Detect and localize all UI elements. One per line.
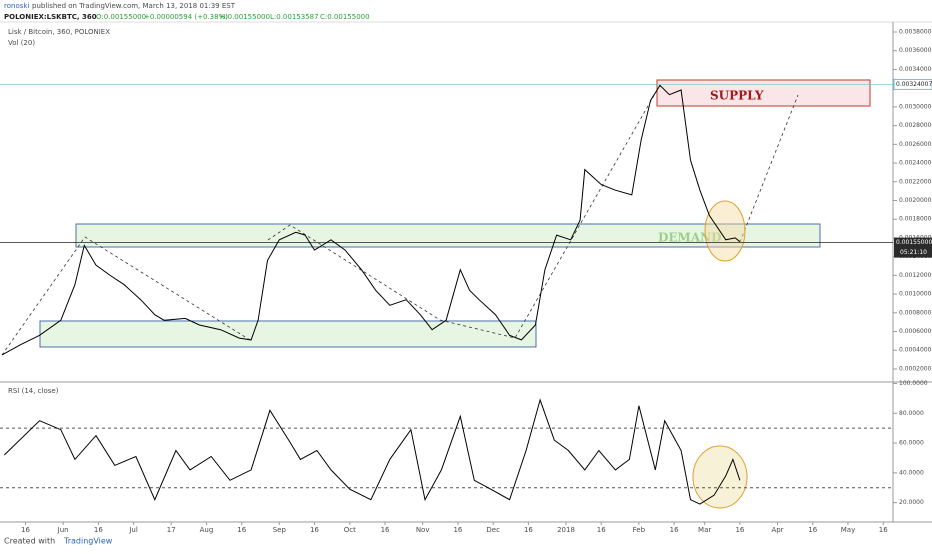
y-tick-label: 0.00200000 (899, 197, 932, 204)
y-tick-label: 100.0000 (899, 380, 928, 387)
x-tick-label: Feb (633, 526, 646, 534)
price-line (3, 398, 741, 505)
trend-line (1, 236, 251, 356)
x-tick-label: 16 (670, 526, 679, 534)
footer-brand[interactable]: TradingView (63, 537, 113, 546)
x-tick-label: Jul (128, 526, 138, 534)
y-tick-label: 60.0000 (899, 440, 924, 447)
x-tick-label: Jun (57, 526, 69, 534)
y-tick-label: 0.00280000 (899, 122, 932, 129)
y-tick-label: 0.00240000 (899, 160, 932, 167)
x-tick-label: 16 (808, 526, 817, 534)
y-tick-label: 20.0000 (899, 499, 924, 506)
y-tick-label: 40.0000 (899, 469, 924, 476)
author[interactable]: ronoski (4, 2, 29, 10)
y-tick-label: 0.00360000 (899, 47, 932, 54)
y-tick-label: 0.00220000 (899, 178, 932, 185)
last-price-box (894, 237, 932, 258)
y-tick-label: 0.00100000 (899, 291, 932, 298)
y-tick-label: 0.00040000 (899, 347, 932, 354)
last-price-label: 0.00155000 (896, 239, 932, 246)
y-tick-label: 0.00020000 (899, 365, 932, 372)
lower-demand-zone (39, 320, 537, 348)
y-tick-label: 80.0000 (899, 410, 924, 417)
x-tick-label: 16 (21, 526, 30, 534)
y-tick-label: 0.00120000 (899, 272, 932, 279)
supply-zone (656, 79, 871, 107)
trend-lines (1, 84, 799, 356)
x-tick-label: 16 (94, 526, 103, 534)
x-tick-label: May (841, 526, 855, 534)
open: O:0.00155000 (96, 13, 146, 21)
y-tick-label: 0.00300000 (899, 103, 932, 110)
demand-zone (75, 223, 821, 248)
x-tick-label: Oct (344, 526, 356, 534)
x-tick-label: 16 (735, 526, 744, 534)
x-tick-label: 16 (597, 526, 606, 534)
y-tick-label: 0.00060000 (899, 328, 932, 335)
y-tick-label: 0.00180000 (899, 216, 932, 223)
x-tick-label: 16 (524, 526, 533, 534)
x-tick-label: 16 (453, 526, 462, 534)
y-tick-label: 0.00260000 (899, 141, 932, 148)
rsi-legend: RSI (14, close) (8, 387, 59, 395)
x-tick-label: 16 (381, 526, 390, 534)
x-tick-label: 16 (310, 526, 319, 534)
change: +0.00000594 (+0.38%) (144, 13, 228, 21)
trend-line (267, 84, 661, 339)
x-tick-label: 16 (237, 526, 246, 534)
symbol: POLONIEX:LSKBTC, 360 (4, 13, 97, 21)
supply-label: SUPPLY (710, 89, 764, 103)
countdown: 05:21:10 (900, 249, 927, 256)
y-tick-label: 0.00380000 (899, 29, 932, 36)
x-tick-label: 16 (879, 526, 888, 534)
trend-line (739, 94, 799, 243)
y-tick-label: 0.00340000 (899, 66, 932, 73)
volume-legend: Vol (20) (8, 39, 35, 47)
published: published on TradingView.com, March 13, … (32, 2, 236, 10)
price-line (1, 84, 741, 356)
x-tick-label: Aug (200, 526, 214, 534)
x-tick-label: Mar (698, 526, 711, 534)
x-tick-label: Sep (273, 526, 287, 534)
footer-created: Created with (4, 537, 55, 546)
x-tick-label: Apr (771, 526, 783, 534)
marked-price-label: 0.00324007 (896, 81, 932, 88)
x-tick-label: 17 (167, 526, 176, 534)
x-tick-label: Dec (486, 526, 500, 534)
x-tick-label: Nov (416, 526, 430, 534)
marked-price-box (893, 78, 932, 90)
price-legend: Lisk / Bitcoin, 360, POLONIEX (8, 28, 110, 36)
highlight-ellipse (704, 200, 746, 262)
high: H:0.00155000 (220, 13, 270, 21)
close: C:0.00155000 (320, 13, 370, 21)
y-tick-label: 0.00080000 (899, 309, 932, 316)
low: L:0.00153587 (270, 13, 319, 21)
x-tick-label: 2018 (557, 526, 575, 534)
